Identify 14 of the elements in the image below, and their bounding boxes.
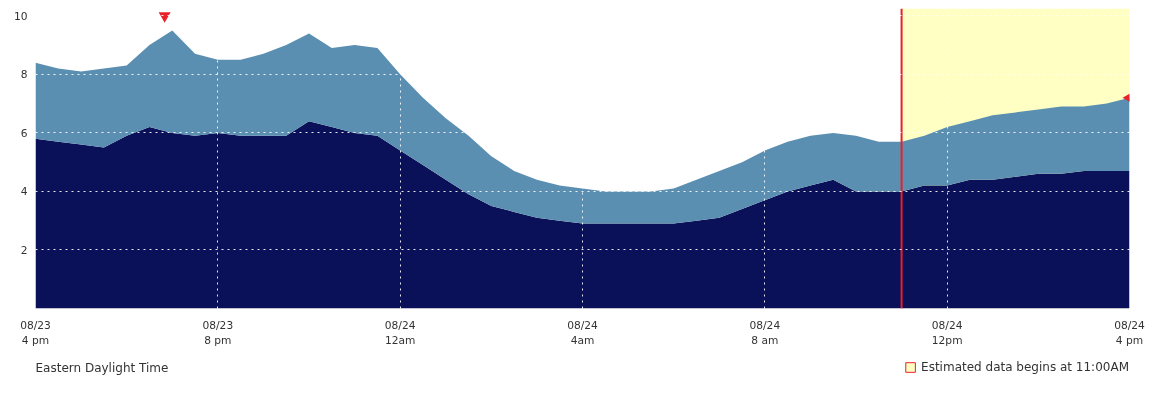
x-tick-label: 08/24 8 am: [749, 318, 781, 348]
x-tick-label: 08/24 4am: [567, 318, 599, 348]
x-tick-label: 08/23 4 pm: [20, 318, 51, 348]
x-tick-label: 08/24 4 pm: [1114, 318, 1146, 348]
legend-label: Estimated data begins at 11:00AM: [921, 360, 1129, 374]
text: Eastern Daylight Time: [35, 360, 169, 375]
y-tick-label: 8: [20, 68, 28, 82]
x-tick-label: 08/24 12pm: [931, 318, 963, 348]
x-tick-label: 08/24 12am: [384, 318, 416, 348]
y-tick-label: 10: [13, 9, 28, 23]
y-tick-label: 2: [20, 243, 28, 257]
x-tick-label: 08/23 8 pm: [202, 318, 234, 348]
y-tick-label: 4: [20, 185, 28, 199]
y-tick-label: 6: [20, 126, 28, 140]
